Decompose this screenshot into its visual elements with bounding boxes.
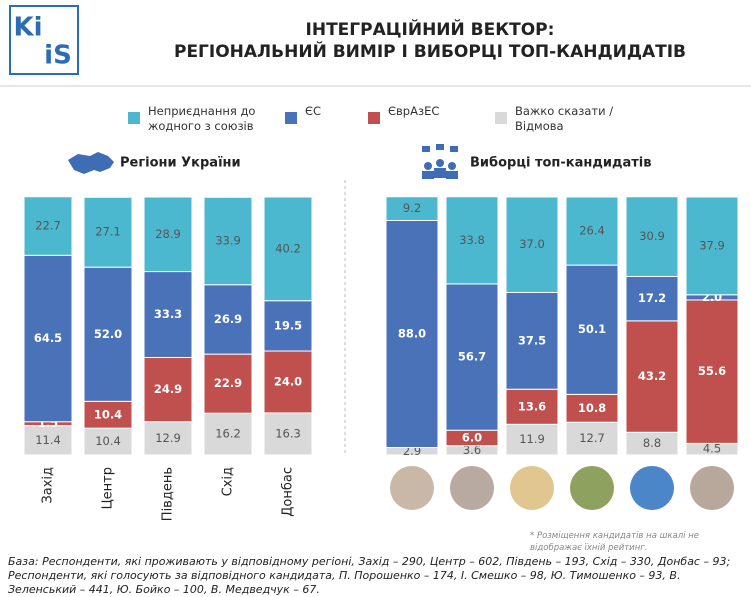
bar-segment [143,421,193,456]
value-label: 3.6 [463,443,481,457]
logo-text: iS [44,41,72,71]
value-label: 13.6 [518,399,546,413]
legend-swatch [368,112,380,124]
photos [390,466,734,510]
value-label: 11.9 [519,432,545,446]
voters-icon [422,144,458,179]
logo-text: Ki [13,13,42,43]
bar-segment [685,196,739,296]
value-label: 11.4 [35,433,61,447]
bar-segment [203,412,253,456]
bar-segment [83,427,133,456]
bar-segment [505,423,559,456]
bar-segment [505,196,559,293]
value-label: 16.3 [275,426,301,440]
legend-swatch [128,112,140,124]
title: ІНТЕГРАЦІЙНИЙ ВЕКТОР: [306,18,555,40]
value-label: 37.5 [518,333,546,347]
value-label: 6.0 [462,430,482,444]
value-label: 33.9 [215,233,241,247]
base-note: База: Респонденти, які проживають у відп… [8,555,731,596]
subtitle: Виборці топ-кандидатів [470,156,651,171]
value-label: 40.2 [275,241,301,255]
legend-swatch [285,112,297,124]
bar-segment [445,283,499,431]
value-label: 50.1 [578,322,606,336]
value-label: 12.7 [579,431,605,445]
value-label: 22.7 [35,219,61,233]
bar-segment [203,284,253,355]
value-label: 10.4 [94,407,122,421]
value-label: 37.9 [699,238,725,252]
x-tick-label: Центр [101,467,116,509]
value-label: 52.0 [94,327,122,341]
bar-segment [505,291,559,390]
map-icon [68,152,114,174]
value-label: 33.3 [154,307,182,321]
bar-segment [565,264,619,395]
bar-segment [565,421,619,456]
logo-box [9,5,79,75]
value-label: 16.2 [215,427,241,441]
value-label: 24.0 [274,374,302,388]
value-label: 4.5 [703,442,721,456]
legend-label: Неприєднання до жодного з союзів [148,104,256,133]
value-label: 22.9 [214,376,242,390]
subtitle: Регіони України [120,156,241,171]
value-label: 30.9 [639,229,665,243]
value-label: 10.8 [578,401,606,415]
value-label: 24.9 [154,382,182,396]
value-label: 17.2 [638,291,666,305]
value-label: 37.0 [519,237,545,251]
value-label: 8.8 [643,436,661,450]
legend-label: ЄврАзЕС [388,104,440,118]
value-label: 26.4 [579,224,605,238]
bar-segment [263,300,313,352]
bar-segment [23,425,73,456]
x-tick-label: Донбас [281,467,296,517]
bar-segment [625,196,679,277]
value-label: 27.1 [95,225,121,239]
x-tick-label: Захід [41,467,56,504]
bar-segment [83,196,133,268]
value-label: 33.8 [459,233,485,247]
bar-segment [263,412,313,456]
x-tick-label: Південь [161,467,176,521]
bar-segment [385,196,439,221]
legend-swatch [495,112,507,124]
bar-segment [203,196,253,286]
bar-segment [143,271,193,358]
value-label: 28.9 [155,227,181,241]
bar-segment [143,356,193,423]
x-tick-label: Схід [221,467,236,496]
bar-segment [385,219,439,449]
bar-segment [263,350,313,414]
bar-segment [23,196,73,256]
value-label: 43.2 [638,369,666,383]
bar-segment [23,254,73,423]
bar-segment [143,196,193,273]
legend-label: Важко сказати / Відмова [515,104,614,133]
value-label: 64.5 [34,331,62,345]
bar-segment [445,196,499,285]
bar-segment [83,266,133,402]
footnote: * Розміщення кандидатів на шкалі не відо… [530,531,700,553]
legend-label: ЄС [305,104,322,118]
bar-segment [565,196,619,266]
value-label: 10.4 [95,434,121,448]
title: РЕГІОНАЛЬНИЙ ВИМІР І ВИБОРЦІ ТОП-КАНДИДА… [174,40,686,62]
value-label: 55.6 [698,364,726,378]
bar-segment [625,275,679,322]
bar-segment [263,196,313,302]
value-label: 56.7 [458,350,486,364]
value-label: 12.9 [155,431,181,445]
bar-segment [505,388,559,425]
value-label: 88.0 [398,326,426,340]
value-label: 26.9 [214,312,242,326]
value-label: 19.5 [274,318,302,332]
bar-segment [685,299,739,444]
value-label: 9.2 [403,201,421,215]
